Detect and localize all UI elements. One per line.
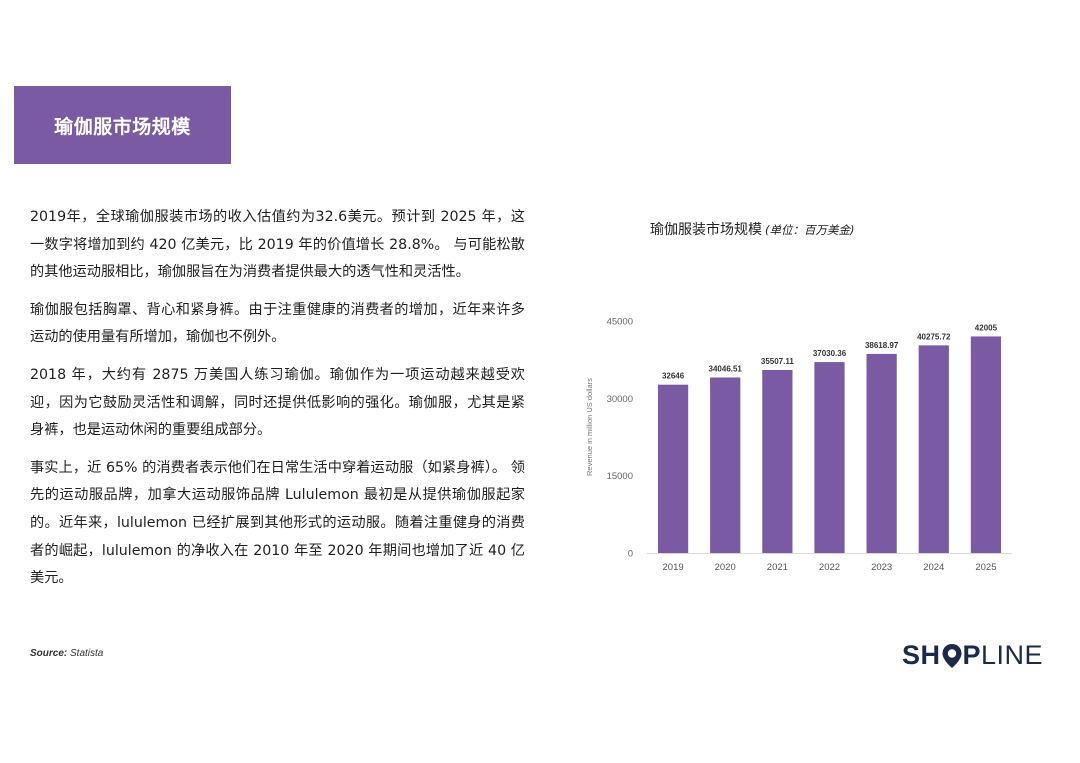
body-text: 2019年，全球瑜伽服装市场的收入估值约为32.6美元。预计到 2025 年，这… (30, 204, 525, 603)
bar (866, 353, 897, 553)
logo-text-line: LINE (981, 640, 1044, 670)
location-pin-icon (941, 643, 963, 669)
chart-unit-note: (单位：百万美金) (765, 223, 855, 237)
y-axis-title: Revenue in million US dollars (585, 378, 594, 476)
y-tick-label: 45000 (607, 317, 633, 328)
data-label: 32646 (662, 372, 685, 381)
x-tick-label: 2025 (975, 562, 996, 573)
chart-title: 瑜伽服装市场规模 (单位：百万美金) (650, 219, 854, 239)
logo-text-p: P (962, 640, 982, 670)
chart-title-text: 瑜伽服装市场规模 (650, 222, 762, 238)
source-value: Statista (70, 648, 104, 659)
shopline-logo: SH P LINE (902, 640, 1043, 671)
x-tick-label: 2024 (923, 562, 944, 573)
y-tick-label: 15000 (607, 471, 633, 482)
bar (710, 377, 741, 553)
x-tick-label: 2019 (663, 562, 684, 573)
bar-chart: Revenue in million US dollars 0 15000 30000… (585, 317, 1012, 573)
x-tick-label: 2021 (767, 562, 788, 573)
data-label: 40275.72 (917, 332, 951, 341)
bar (762, 369, 793, 553)
bar (918, 345, 949, 553)
data-label: 34046.51 (709, 364, 743, 373)
source-note: Source: Statista (30, 648, 103, 659)
y-tick-label: 30000 (607, 394, 633, 405)
x-tick-label: 2023 (871, 562, 892, 573)
x-tick-label: 2022 (819, 562, 840, 573)
bar (814, 362, 845, 553)
x-tick-label: 2020 (715, 562, 736, 573)
data-label: 42005 (975, 323, 998, 332)
source-label: Source: (30, 648, 68, 659)
logo-text-sh: SH (902, 640, 941, 670)
y-tick-label: 0 (628, 549, 633, 560)
paragraph-3: 2018 年，大约有 2875 万美国人练习瑜伽。瑜伽作为一项运动越来越受欢迎，… (30, 366, 525, 439)
paragraph-1: 2019年，全球瑜伽服装市场的收入估值约为32.6美元。预计到 2025 年，这… (30, 209, 525, 281)
page-title: 瑜伽服市场规模 (14, 86, 231, 164)
data-label: 37030.36 (813, 349, 847, 358)
data-label: 38618.97 (865, 341, 899, 350)
paragraph-2: 瑜伽服包括胸罩、背心和紧身裤。由于注重健康的消费者的增加，近年来许多运动的使用量… (30, 301, 525, 346)
bar (970, 336, 1002, 553)
paragraph-4: 事实上，近 65% 的消费者表示他们在日常生活中穿着运动服（如紧身裤）。 领先的… (30, 459, 525, 587)
bar (657, 384, 689, 553)
data-label: 35507.11 (761, 357, 794, 366)
